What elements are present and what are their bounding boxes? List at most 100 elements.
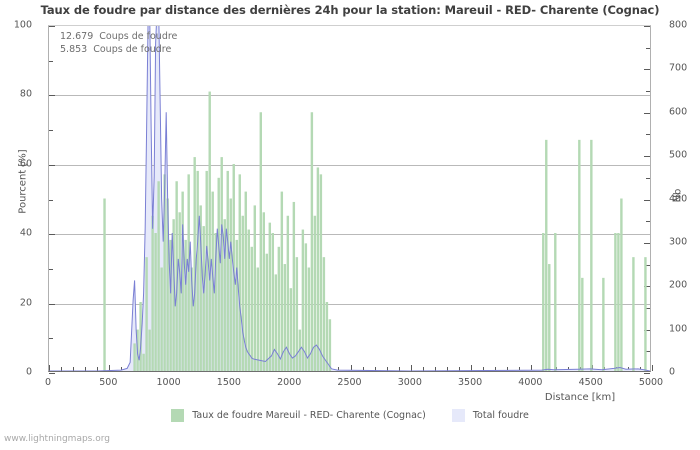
bar [145, 257, 148, 371]
legend-item-label: Taux de foudre Mareuil - RED- Charente (… [192, 410, 426, 421]
y-axis-right-title: Nb [672, 188, 684, 203]
total-foudre-line [49, 26, 650, 371]
x-axis-tick [49, 365, 50, 371]
bar [325, 302, 329, 371]
x-axis-tick [434, 367, 436, 371]
x-axis-tick-label: 0 [44, 377, 52, 388]
y-axis-right-tick [644, 242, 650, 244]
bar [160, 267, 163, 371]
bar [193, 157, 196, 371]
bar [548, 264, 551, 371]
bar [226, 170, 229, 371]
bar [280, 191, 284, 371]
bar [253, 205, 256, 371]
y-axis-right-tick-label: 100 [669, 323, 688, 335]
bar [319, 174, 323, 371]
x-axis-tick [362, 367, 364, 371]
x-axis-tick [652, 365, 653, 371]
y-axis-right-tick [644, 26, 650, 27]
y-axis-right-tick-label: 500 [669, 149, 688, 161]
bar [229, 198, 232, 371]
bar [103, 198, 106, 371]
bar [283, 264, 287, 371]
legend-item[interactable]: Taux de foudre Mareuil - RED- Charente (… [171, 409, 426, 422]
y-axis-right-tick-label: 700 [669, 62, 688, 74]
y-axis-right-tick-label: 200 [669, 279, 688, 291]
bar [172, 219, 175, 371]
chart-canvas [49, 26, 650, 371]
y-axis-right-tick [646, 177, 650, 179]
bar [271, 233, 275, 371]
x-axis-tick [61, 367, 63, 371]
bar [322, 257, 326, 371]
bar [295, 257, 299, 371]
gridline [49, 234, 650, 236]
bar [202, 226, 205, 371]
plot-area: 12.679 Coups de foudre 5.853 Coups de fo… [48, 25, 653, 374]
bar [259, 112, 263, 371]
y-axis-left-tick [49, 338, 53, 340]
x-axis-tick-label: 4500 [578, 377, 603, 388]
x-axis-tick [519, 367, 521, 371]
x-axis-tick [350, 365, 352, 371]
x-axis-tick [507, 367, 509, 371]
y-axis-left-tick [49, 26, 55, 27]
y-axis-right-tick [644, 199, 650, 201]
y-axis-left-tick [49, 164, 55, 166]
bar [620, 198, 623, 371]
x-axis-tick [410, 365, 412, 371]
y-axis-left-tick-label: 0 [25, 366, 32, 378]
bar [316, 167, 320, 371]
x-axis-tick [471, 365, 473, 371]
total-foudre-area [49, 26, 650, 371]
y-axis-right-tick-label: 400 [669, 193, 688, 204]
bar [223, 219, 226, 371]
y-axis-left-tick [49, 303, 55, 305]
y-axis-right: 0 100 200 300 400 500 600 700 800 [660, 20, 700, 378]
y-axis-right-tick [644, 329, 650, 331]
x-axis: 0 500 1000 1500 2000 2500 3000 3500 4000 4500 5000 [44, 377, 663, 391]
x-axis-tick [121, 367, 123, 371]
bar [265, 253, 269, 371]
bar [313, 215, 317, 371]
legend-swatch-icon [171, 409, 185, 422]
bar [644, 257, 647, 371]
x-axis-tick-label: 5000 [638, 377, 664, 388]
bar [614, 233, 617, 371]
bar [151, 215, 154, 371]
bar [142, 353, 145, 371]
page-title: Taux de foudre par distance des dernière… [40, 3, 660, 17]
legend-item[interactable]: Total foudre [451, 409, 529, 422]
y-axis-right-tick [644, 373, 650, 374]
x-axis-tick [483, 367, 485, 371]
bar [163, 174, 166, 371]
x-axis-tick [446, 367, 448, 371]
bar [214, 233, 217, 371]
y-axis-right-tick [644, 69, 650, 71]
bar [542, 233, 545, 371]
bar [289, 288, 293, 371]
watermark: www.lightningmaps.org [4, 434, 110, 444]
x-axis-tick [531, 365, 533, 371]
bar [175, 181, 178, 371]
x-axis-tick [495, 367, 497, 371]
x-axis-tick [374, 367, 376, 371]
x-axis-tick-label: 3500 [458, 377, 483, 388]
bar [244, 191, 247, 371]
y-axis-left-tick [49, 199, 53, 201]
bar [632, 257, 635, 371]
bar [545, 139, 548, 371]
bar [617, 233, 620, 371]
bar [238, 174, 241, 371]
gridline [49, 95, 650, 97]
y-axis-right-tick [646, 264, 650, 266]
bar [241, 215, 244, 371]
plot-annotations: 12.679 Coups de foudre 5.853 Coups de fo… [49, 26, 650, 371]
y-axis-right-tick [644, 156, 650, 158]
y-axis-right-tick [646, 91, 650, 93]
bar [154, 233, 157, 371]
y-axis-left-tick [49, 268, 53, 270]
bar [169, 239, 172, 371]
x-axis-tick [338, 367, 340, 371]
